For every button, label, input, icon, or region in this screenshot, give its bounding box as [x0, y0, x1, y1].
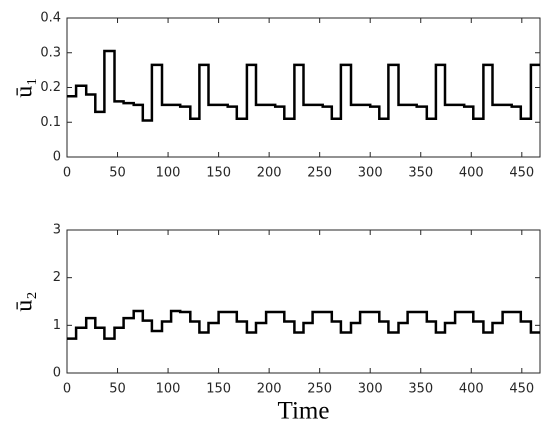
y-tick-label: 0.3: [40, 45, 61, 60]
x-tick-label: 300: [358, 166, 383, 181]
x-tick-label: 0: [63, 166, 71, 181]
x-tick-label: 150: [206, 382, 231, 397]
x-tick-label: 250: [307, 166, 332, 181]
x-tick-label: 50: [109, 166, 126, 181]
x-tick-label: 0: [63, 382, 71, 397]
x-tick-label: 50: [109, 382, 126, 397]
y-axis-label: ū₁: [12, 77, 38, 97]
x-tick-label: 350: [408, 166, 433, 181]
x-tick-label: 150: [206, 166, 231, 181]
x-tick-label: 100: [156, 382, 181, 397]
x-tick-label: 400: [459, 382, 484, 397]
x-tick-label: 200: [257, 382, 282, 397]
x-tick-label: 350: [408, 382, 433, 397]
y-tick-label: 0.2: [40, 80, 61, 95]
x-tick-label: 450: [509, 166, 534, 181]
y-tick-label: 0: [53, 366, 61, 381]
y-tick-label: 0: [53, 150, 61, 165]
x-tick-label: 100: [156, 166, 181, 181]
x-tick-label: 450: [509, 382, 534, 397]
x-tick-label: 200: [257, 166, 282, 181]
y-axis-label: ū₂: [12, 291, 38, 311]
y-tick-label: 1: [53, 318, 61, 333]
axes-box: [66, 229, 541, 374]
x-tick-label: 250: [307, 382, 332, 397]
x-tick-label: 300: [358, 382, 383, 397]
y-tick-label: 2: [53, 270, 61, 285]
y-tick-label: 0.4: [40, 11, 61, 26]
y-tick-label: 0.1: [40, 115, 61, 130]
x-tick-label: 400: [459, 166, 484, 181]
step-line: [67, 49, 540, 122]
x-axis-label: Time: [278, 398, 330, 425]
y-tick-label: 3: [53, 223, 61, 238]
step-line: [67, 309, 540, 340]
